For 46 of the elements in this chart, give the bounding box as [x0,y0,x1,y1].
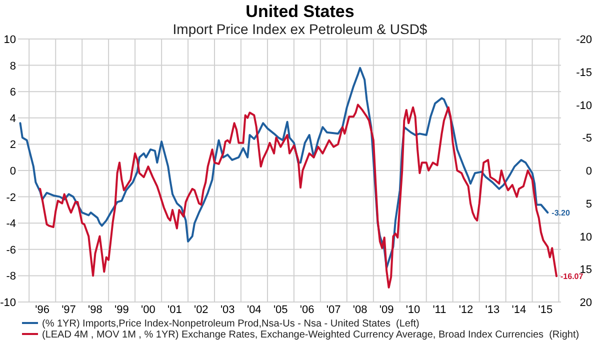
annotation: -3.20 [552,208,570,218]
x-tick-label: '10 [406,304,420,316]
x-tick-label: '98 [88,304,102,316]
x-tick-label: '99 [114,304,129,316]
x-tick-label: '11 [432,304,446,316]
legend-label: (% 1YR) Imports,Price Index-Nonpetroleum Prod,Nsa-Us - Nsa - United States (Left) [42,318,420,330]
x-tick-label: '97 [62,304,76,316]
y-tick-label: -4 [6,218,16,230]
y2-tick-label: -5 [582,132,592,145]
x-tick-label: '07 [326,304,341,316]
y2-tick-label: 5 [586,198,592,210]
y2-tick-label: 10 [580,231,592,244]
y-tick-label: 6 [10,86,16,99]
y-tick-label: -6 [6,244,16,256]
x-tick-label: '04 [246,304,262,316]
y-tick-label: 0 [10,166,16,178]
x-tick-label: '96 [35,304,50,316]
x-tick-label: '13 [485,304,500,316]
x-tick-label: '05 [273,304,288,316]
x-tick-label: '06 [300,304,314,316]
x-tick-label: '14 [512,304,526,316]
y-tick-label: 4 [10,112,16,125]
x-tick-label: '08 [352,304,368,316]
x-tick-label: '01 [168,304,182,316]
y-tick-label: 8 [10,60,16,72]
x-tick-label: '12 [458,304,474,316]
y2-tick-label: 0 [586,166,592,178]
x-tick-label: '00 [141,304,156,316]
y-tick-label: 10 [4,34,16,46]
y2-tick-label: -15 [576,66,592,79]
y-tick-label: -2 [6,192,16,204]
y2-tick-label: -10 [576,100,592,112]
x-tick-label: '15 [538,304,553,316]
y-tick-label: -10 [0,297,16,309]
chart-subtitle: Import Price Index ex Petroleum & USD$ [172,21,428,37]
y-tick-label: -8 [6,270,16,283]
annotation: -16.07 [560,272,584,282]
x-tick-label: '09 [379,304,394,316]
chart-title: United States [246,2,354,21]
x-tick-label: '03 [220,304,235,316]
line-series [19,66,549,269]
y-tick-label: 2 [10,139,16,152]
y2-tick-label: -20 [576,34,592,46]
x-tick-label: '02 [194,304,208,316]
y2-tick-label: 20 [580,297,592,309]
legend-label: (LEAD 4M , MOV 1M , % 1YR) Exchange Rates, Exchange-Weighted Currency Average, Broad Index Currencies (Right) [42,330,580,340]
